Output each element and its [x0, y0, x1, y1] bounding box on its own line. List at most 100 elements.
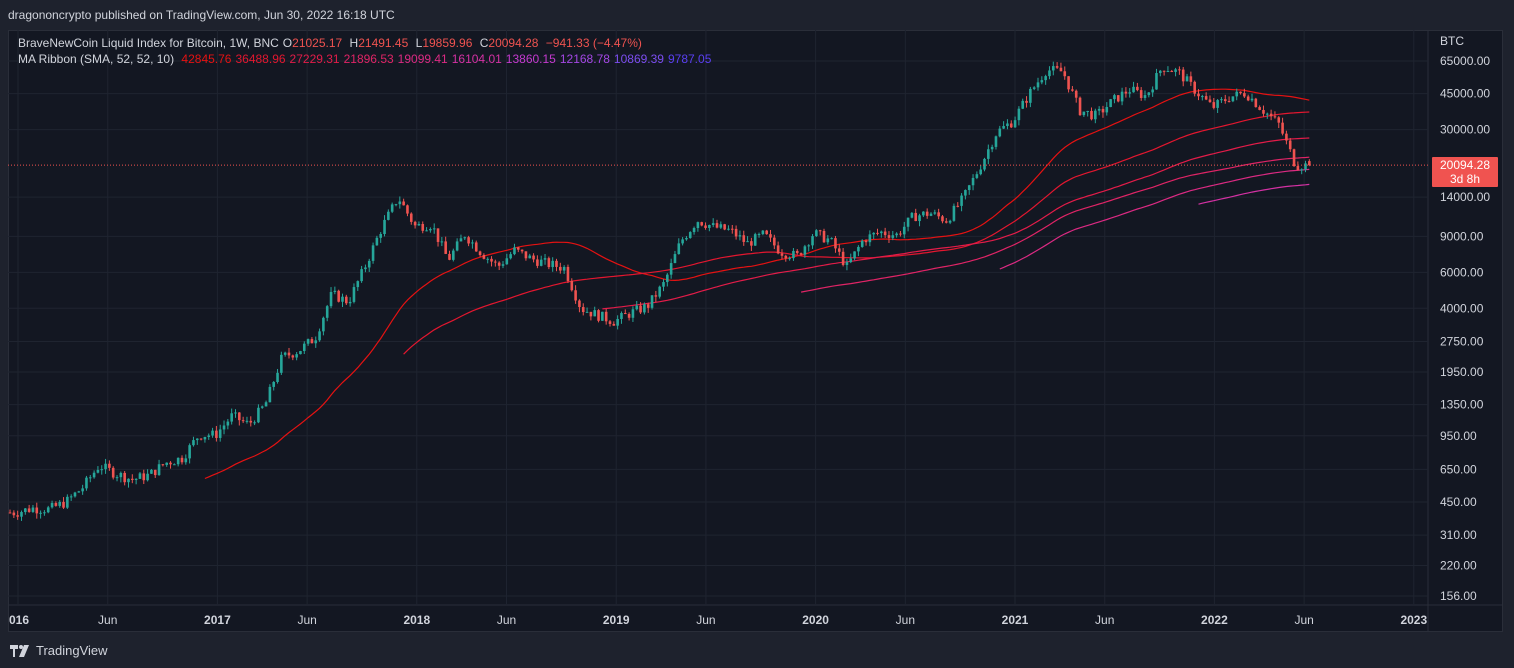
candle-body[interactable] [432, 228, 436, 230]
candle-body[interactable] [937, 212, 940, 217]
candle-body[interactable] [723, 224, 726, 230]
candle-body[interactable] [501, 264, 505, 266]
candle-body[interactable] [1193, 81, 1196, 94]
candle-body[interactable] [734, 228, 738, 237]
candle-body[interactable] [421, 224, 425, 231]
candle-body[interactable] [677, 243, 681, 255]
candle-body[interactable] [559, 266, 562, 271]
candle-body[interactable] [1243, 93, 1246, 97]
candle-body[interactable] [906, 217, 910, 227]
candle-body[interactable] [1155, 73, 1158, 90]
candle-body[interactable] [497, 262, 501, 266]
candle-body[interactable] [230, 413, 233, 422]
candle-body[interactable] [356, 281, 360, 288]
candle-body[interactable] [1158, 70, 1162, 74]
candle-body[interactable] [150, 469, 153, 474]
candle-body[interactable] [245, 420, 249, 422]
candle-body[interactable] [654, 295, 658, 297]
candle-body[interactable] [1051, 66, 1055, 71]
candle-body[interactable] [322, 317, 325, 332]
candle-body[interactable] [941, 216, 944, 222]
candle-body[interactable] [1143, 95, 1147, 98]
candle-body[interactable] [811, 236, 814, 246]
candle-body[interactable] [1006, 123, 1009, 127]
candle-body[interactable] [448, 253, 451, 260]
candle-body[interactable] [238, 412, 241, 421]
candle-body[interactable] [612, 323, 616, 326]
candle-body[interactable] [708, 224, 711, 228]
candle-body[interactable] [123, 472, 126, 483]
candle-body[interactable] [669, 263, 673, 275]
candle-body[interactable] [203, 436, 207, 440]
candle-body[interactable] [566, 266, 570, 281]
candle-body[interactable] [1285, 133, 1288, 141]
candle-body[interactable] [348, 301, 352, 304]
candle-body[interactable] [295, 354, 298, 358]
candle-body[interactable] [104, 463, 107, 470]
candle-body[interactable] [918, 215, 921, 222]
candle-body[interactable] [73, 492, 77, 497]
candle-body[interactable] [910, 212, 914, 218]
candle-body[interactable] [131, 478, 134, 480]
candle-body[interactable] [788, 258, 791, 260]
candle-body[interactable] [581, 307, 585, 312]
candle-body[interactable] [971, 177, 975, 186]
candle-body[interactable] [341, 296, 344, 302]
candle-body[interactable] [1002, 126, 1005, 129]
candle-body[interactable] [623, 313, 627, 315]
candle-body[interactable] [899, 233, 902, 235]
candle-body[interactable] [333, 290, 337, 292]
candle-body[interactable] [536, 259, 539, 266]
candle-body[interactable] [1101, 108, 1105, 113]
candle-body[interactable] [406, 205, 409, 214]
candle-body[interactable] [1185, 76, 1189, 82]
candle-body[interactable] [616, 318, 619, 326]
candle-body[interactable] [956, 205, 960, 207]
candle-body[interactable] [375, 237, 379, 246]
candle-body[interactable] [165, 462, 169, 465]
candle-body[interactable] [69, 496, 73, 498]
candle-body[interactable] [1197, 93, 1200, 97]
candle-body[interactable] [367, 260, 371, 268]
candle-body[interactable] [1269, 113, 1273, 117]
candle-body[interactable] [857, 246, 860, 252]
candle-body[interactable] [1254, 98, 1258, 108]
candle-body[interactable] [837, 248, 841, 252]
candle-body[interactable] [24, 508, 27, 513]
tradingview-logo[interactable]: TradingView [10, 643, 108, 658]
candle-body[interactable] [593, 310, 597, 317]
candle-body[interactable] [933, 212, 937, 214]
candle-body[interactable] [478, 251, 482, 255]
candle-body[interactable] [1223, 99, 1227, 102]
candle-body[interactable] [516, 247, 520, 250]
candle-body[interactable] [291, 355, 295, 358]
candle-body[interactable] [807, 245, 811, 247]
candle-body[interactable] [929, 213, 933, 216]
candle-body[interactable] [96, 469, 100, 473]
candle-body[interactable] [314, 340, 318, 344]
candle-body[interactable] [173, 464, 176, 466]
candle-body[interactable] [1220, 99, 1223, 101]
candle-body[interactable] [1181, 69, 1185, 82]
candle-body[interactable] [1239, 91, 1242, 94]
candle-body[interactable] [635, 305, 639, 310]
candle-body[interactable] [608, 321, 612, 324]
candle-body[interactable] [402, 201, 405, 206]
candle-body[interactable] [1032, 87, 1036, 89]
candle-body[interactable] [1048, 70, 1051, 77]
candle-body[interactable] [360, 269, 363, 282]
candle-body[interactable] [1071, 89, 1074, 91]
candle-body[interactable] [627, 313, 631, 318]
candle-body[interactable] [562, 266, 566, 271]
candle-body[interactable] [387, 211, 390, 220]
candle-body[interactable] [20, 512, 23, 517]
candle-body[interactable] [650, 295, 654, 308]
candle-body[interactable] [1262, 109, 1265, 114]
candle-body[interactable] [922, 211, 925, 216]
candle-body[interactable] [62, 501, 65, 508]
candle-body[interactable] [1082, 111, 1086, 116]
candle-body[interactable] [994, 136, 998, 147]
candle-body[interactable] [528, 255, 532, 259]
candle-body[interactable] [169, 462, 172, 465]
candle-body[interactable] [1059, 67, 1063, 72]
